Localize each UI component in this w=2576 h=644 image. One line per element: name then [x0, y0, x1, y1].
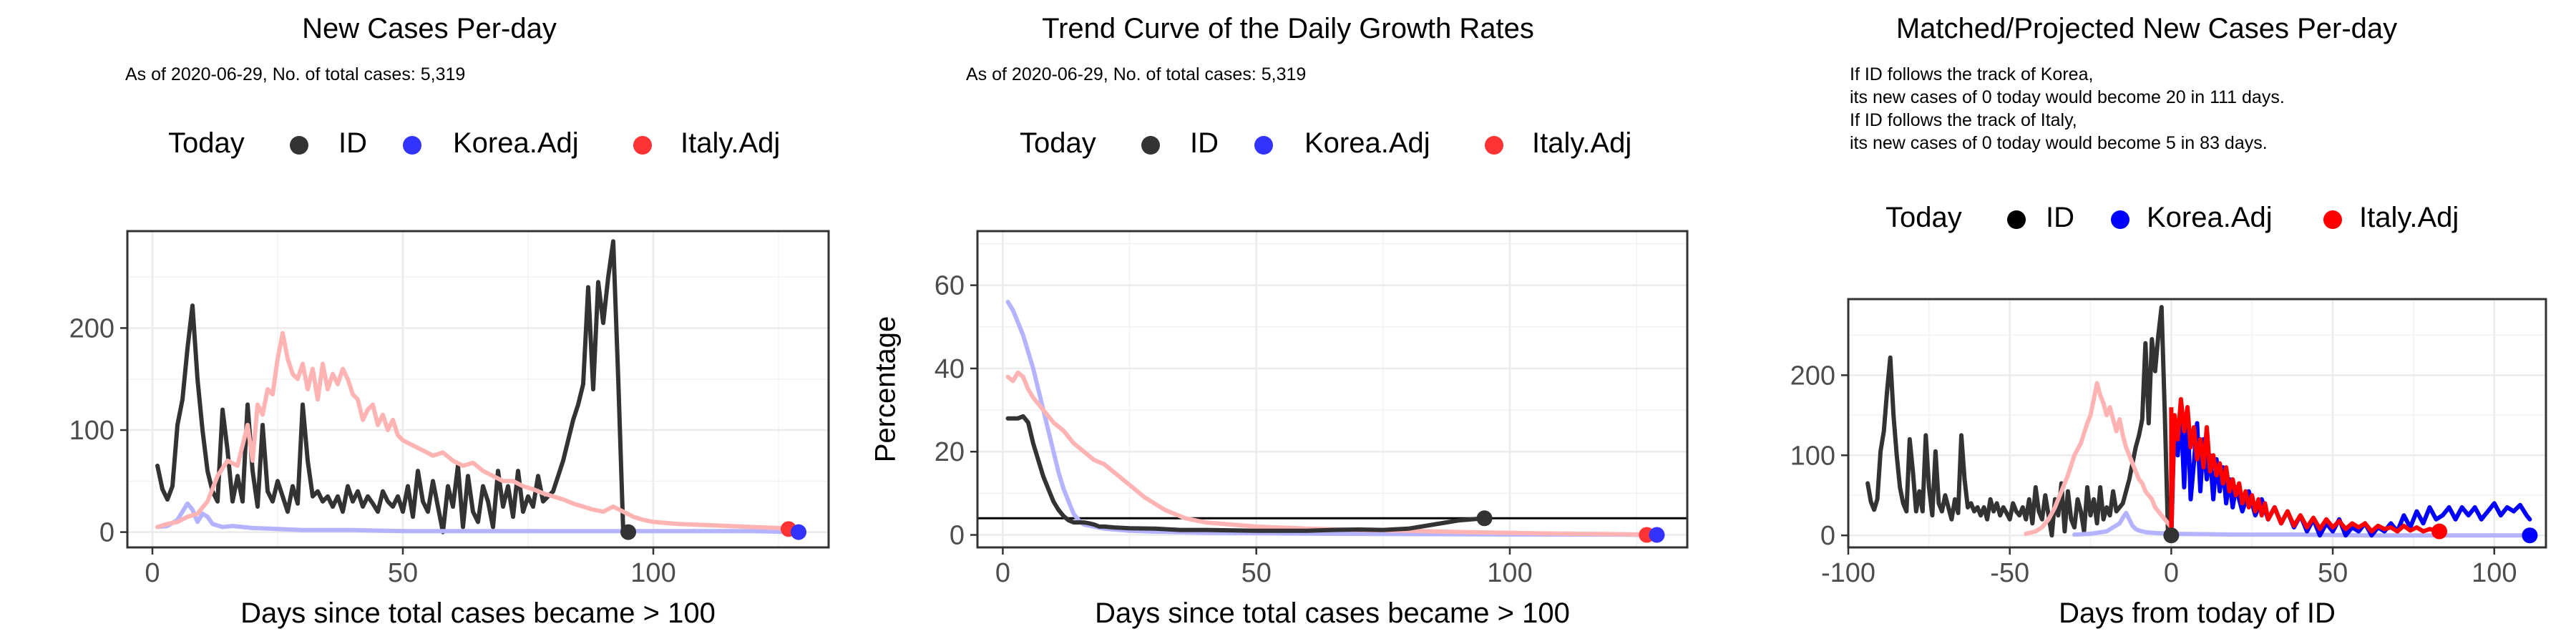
y-tick-label: 100 — [1790, 441, 1835, 471]
y-tick-label: 0 — [1820, 521, 1835, 551]
chart-plot-growth-rates: 0 50 100 0 20 40 60 Days since total cases beca… — [870, 230, 1689, 629]
series-line-korea-adj — [1005, 299, 1659, 537]
y-axis-label: Percentage — [870, 316, 902, 463]
chart-title: Trend Curve of the Daily Growth Rates — [1042, 13, 1534, 44]
today-marker-korea-adj — [1649, 527, 1665, 543]
series-line-italy-adj-projected — [2169, 396, 2441, 538]
legend-label-italy: Italy.Adj — [680, 127, 781, 159]
today-marker-korea-adj — [2522, 527, 2538, 544]
y-tick-label: 60 — [935, 271, 965, 301]
legend-label-korea: Korea.Adj — [1304, 127, 1430, 159]
x-tick-label: 0 — [2164, 558, 2179, 588]
legend-title: Today — [1885, 202, 1962, 233]
chart-note-line-3: If ID follows the track of Italy, — [1850, 110, 2077, 130]
legend-dot-korea — [2111, 210, 2129, 229]
x-tick-label: -50 — [1990, 558, 2029, 588]
x-axis-label: Days since total cases became > 100 — [240, 597, 716, 629]
today-marker-id — [2163, 527, 2180, 544]
y-tick-label: 40 — [935, 354, 965, 384]
y-tick-label: 20 — [935, 437, 965, 467]
x-axis-label: Days since total cases became > 100 — [1095, 597, 1570, 629]
y-tick-label: 200 — [69, 313, 114, 343]
chart-subtitle: As of 2020-06-29, No. of total cases: 5,… — [966, 64, 1307, 84]
legend-label-id: ID — [338, 127, 367, 159]
chart-title: Matched/Projected New Cases Per-day — [1896, 13, 2398, 44]
series-line-korea-adj — [155, 501, 801, 535]
legend-label-italy: Italy.Adj — [1532, 127, 1632, 159]
today-marker-italy-adj — [2431, 523, 2448, 540]
chart-note-line-1: If ID follows the track of Korea, — [1850, 64, 2094, 84]
y-tick-label: 0 — [950, 521, 965, 551]
plot-border — [126, 230, 830, 549]
series-line-id — [1865, 305, 2174, 538]
x-axis-label: Days from today of ID — [2059, 597, 2336, 629]
x-tick-label: 0 — [145, 558, 160, 588]
series-line-korea-adj-projected — [2169, 405, 2532, 538]
chart-panel-projected: Matched/Projected New Cases Per-day If I… — [1717, 0, 2576, 644]
x-tick-label: 0 — [995, 558, 1010, 588]
legend-label-id: ID — [1190, 127, 1219, 159]
legend-dot-korea — [403, 136, 421, 155]
chart-legend: Today ID Korea.Adj Italy.Adj — [168, 127, 812, 170]
today-marker-id — [620, 524, 636, 540]
x-tick-label: 50 — [388, 558, 418, 588]
chart-legend: Today ID Korea.Adj Italy.Adj — [1885, 202, 2529, 245]
chart-legend: Today ID Korea.Adj Italy.Adj — [1020, 127, 1664, 170]
y-tick-label: 200 — [1790, 361, 1835, 391]
legend-label-italy: Italy.Adj — [2359, 202, 2459, 233]
x-tick-label: 100 — [2472, 558, 2517, 588]
x-tick-label: 100 — [1487, 558, 1532, 588]
chart-plot-projected: -100 -50 0 50 100 0 100 200 Days from today of I… — [1790, 298, 2547, 629]
chart-panel-new-cases: New Cases Per-day As of 2020-06-29, No. … — [0, 0, 859, 644]
legend-dot-italy — [633, 136, 652, 155]
series-line-id — [1005, 414, 1487, 533]
chart-panel-growth-rates: Trend Curve of the Daily Growth Rates As… — [859, 0, 1717, 644]
x-tick-label: -100 — [1821, 558, 1875, 588]
legend-title: Today — [1020, 127, 1096, 159]
legend-label-id: ID — [2046, 202, 2074, 233]
plot-border — [976, 230, 1689, 549]
series-line-italy-adj-matched — [2024, 381, 2174, 536]
x-tick-label: 50 — [2318, 558, 2348, 588]
today-marker-id — [1476, 510, 1493, 527]
chart-note-line-2: its new cases of 0 today would become 20… — [1850, 87, 2285, 107]
legend-dot-korea — [1254, 136, 1273, 155]
y-tick-label: 0 — [99, 518, 114, 548]
legend-dot-italy — [2323, 210, 2342, 229]
x-tick-label: 50 — [1241, 558, 1272, 588]
legend-dot-id — [1141, 136, 1160, 155]
y-tick-label: 100 — [69, 416, 114, 446]
series-line-korea-adj-matched — [2072, 510, 2532, 538]
plot-border — [1847, 298, 2547, 549]
series-line-italy-adj — [155, 331, 791, 530]
chart-plot-new-cases: 0 50 100 0 100 200 Days since total cases beca… — [69, 230, 830, 629]
today-marker-korea-adj — [791, 524, 806, 540]
chart-subtitle: As of 2020-06-29, No. of total cases: 5,… — [125, 64, 466, 84]
legend-dot-id — [290, 136, 308, 155]
legend-label-korea: Korea.Adj — [453, 127, 579, 159]
series-line-italy-adj — [1005, 370, 1649, 537]
legend-dot-id — [2007, 210, 2026, 229]
legend-label-korea: Korea.Adj — [2147, 202, 2273, 233]
x-tick-label: 100 — [630, 558, 675, 588]
chart-title: New Cases Per-day — [302, 13, 557, 44]
series-line-id — [155, 239, 630, 535]
legend-dot-italy — [1485, 136, 1503, 155]
chart-note-line-4: its new cases of 0 today would become 5 … — [1850, 133, 2268, 153]
legend-title: Today — [168, 127, 245, 159]
